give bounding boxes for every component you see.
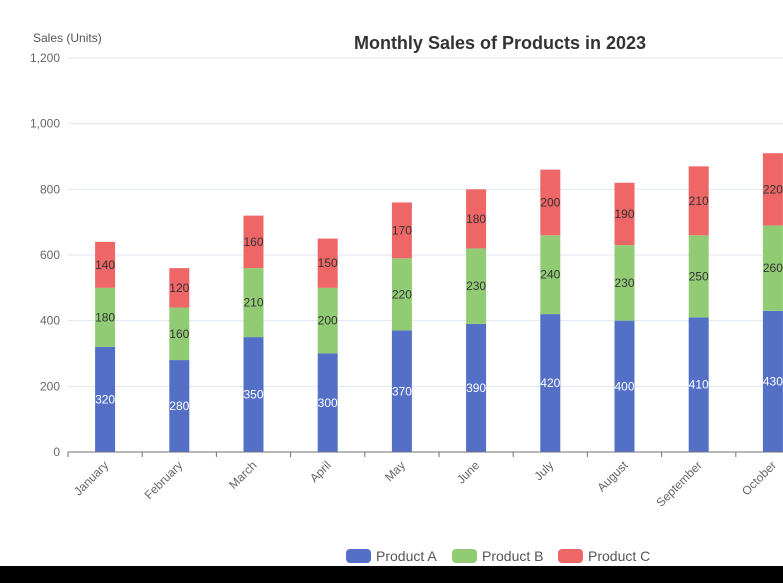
bar-segment[interactable] — [762, 225, 783, 311]
bar-segment[interactable] — [762, 310, 783, 452]
x-tick-label: January — [71, 458, 111, 498]
bar-segment[interactable] — [95, 241, 116, 288]
bar-segment[interactable] — [95, 346, 116, 452]
x-tick-label: August — [594, 458, 631, 495]
data-label: 400 — [614, 379, 634, 393]
legend-item[interactable]: Product C — [558, 548, 650, 564]
legend-label: Product A — [376, 548, 437, 564]
x-tick-label: April — [307, 458, 334, 485]
chart-title: Monthly Sales of Products in 2023 — [354, 33, 646, 53]
chart-panel: Monthly Sales of Products in 2023 Sales … — [0, 0, 783, 566]
y-tick-label: 600 — [40, 248, 60, 262]
bar-segment[interactable] — [317, 353, 338, 453]
data-label: 430 — [763, 374, 783, 388]
bar-segment[interactable] — [391, 330, 412, 452]
legend-swatch — [558, 549, 583, 563]
x-tick-label: February — [142, 458, 186, 502]
data-label: 230 — [466, 279, 486, 293]
bar-segment[interactable] — [391, 202, 412, 259]
bar-segment[interactable] — [169, 360, 190, 452]
y-tick-label: 0 — [53, 445, 60, 459]
data-label: 200 — [540, 195, 560, 209]
bar-segment[interactable] — [614, 182, 635, 246]
bar-segment[interactable] — [391, 258, 412, 331]
bar-segment[interactable] — [169, 307, 190, 361]
bar-segment[interactable] — [614, 245, 635, 321]
x-tick-label: October — [739, 458, 779, 498]
bar-segment[interactable] — [540, 314, 561, 452]
y-tick-label: 1,200 — [30, 51, 60, 65]
legend[interactable]: Product A Product B Product C — [346, 548, 650, 564]
data-label: 190 — [614, 207, 634, 221]
data-label: 220 — [392, 287, 412, 301]
legend-label: Product B — [482, 548, 543, 564]
data-label: 220 — [763, 182, 783, 196]
bar-segment[interactable] — [466, 248, 487, 324]
legend-swatch — [346, 549, 371, 563]
bar-segment[interactable] — [614, 320, 635, 452]
bar-segment[interactable] — [688, 235, 709, 318]
x-tick-label: June — [454, 458, 483, 487]
data-label: 260 — [763, 261, 783, 275]
data-label: 150 — [318, 256, 338, 270]
legend-label: Product C — [588, 548, 650, 564]
data-label: 250 — [689, 269, 709, 283]
data-label: 370 — [392, 384, 412, 398]
y-tick-label: 800 — [40, 182, 60, 196]
data-label: 320 — [95, 392, 115, 406]
y-tick-label: 400 — [40, 314, 60, 328]
data-label: 160 — [169, 327, 189, 341]
data-label: 160 — [243, 235, 263, 249]
data-label: 140 — [95, 258, 115, 272]
bar-segment[interactable] — [317, 238, 338, 288]
bar-segment[interactable] — [317, 287, 338, 354]
bar-segment[interactable] — [243, 268, 264, 338]
legend-item[interactable]: Product B — [452, 548, 543, 564]
data-label: 280 — [169, 399, 189, 413]
y-axis-label: Sales (Units) — [33, 31, 102, 45]
bar-segment[interactable] — [243, 337, 264, 452]
data-label: 120 — [169, 281, 189, 295]
x-tick-label: May — [382, 458, 408, 484]
data-label: 410 — [689, 378, 709, 392]
x-tick-label: July — [531, 458, 556, 483]
bar-segment[interactable] — [762, 153, 783, 226]
bars: 320 180 140 280 160 120 350 210 160 300 200 150 370 2… — [95, 153, 783, 452]
bar-segment[interactable] — [466, 323, 487, 452]
bar-segment[interactable] — [540, 169, 561, 236]
data-label: 420 — [540, 376, 560, 390]
grid-lines — [68, 57, 783, 387]
x-tick-label: March — [226, 458, 259, 491]
data-label: 350 — [243, 388, 263, 402]
bar-segment[interactable] — [540, 235, 561, 315]
data-label: 180 — [466, 212, 486, 226]
data-label: 230 — [614, 276, 634, 290]
y-axis-ticks: 0 200 400 600 800 1,000 1,200 — [30, 51, 60, 459]
stacked-bar-chart: Monthly Sales of Products in 2023 Sales … — [30, 31, 783, 564]
bar-segment[interactable] — [688, 317, 709, 452]
legend-item[interactable]: Product A — [346, 548, 437, 564]
data-label: 210 — [689, 194, 709, 208]
bar-segment[interactable] — [95, 287, 116, 347]
data-label: 180 — [95, 310, 115, 324]
data-label: 300 — [318, 396, 338, 410]
bar-segment[interactable] — [688, 166, 709, 236]
data-label: 200 — [318, 314, 338, 328]
bar-segment[interactable] — [243, 215, 264, 269]
bar-segment[interactable] — [466, 189, 487, 249]
data-label: 240 — [540, 268, 560, 282]
y-tick-label: 1,000 — [30, 117, 60, 131]
data-label: 170 — [392, 223, 412, 237]
x-tick-label: September — [653, 458, 704, 509]
data-label: 210 — [243, 296, 263, 310]
y-tick-label: 200 — [40, 379, 60, 393]
legend-swatch — [452, 549, 477, 563]
x-axis: January February March April May June July Augu… — [67, 451, 783, 510]
data-label: 390 — [466, 381, 486, 395]
bar-segment[interactable] — [169, 268, 190, 308]
